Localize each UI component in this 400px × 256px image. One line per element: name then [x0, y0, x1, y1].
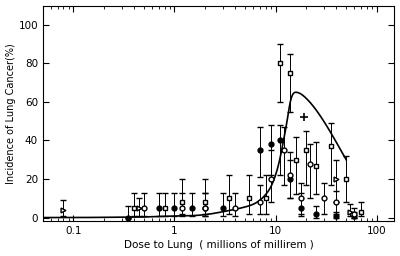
Y-axis label: Incidence of Lung Cancer(%): Incidence of Lung Cancer(%)	[6, 43, 16, 184]
X-axis label: Dose to Lung  ( millions of millirem ): Dose to Lung ( millions of millirem )	[124, 240, 314, 250]
